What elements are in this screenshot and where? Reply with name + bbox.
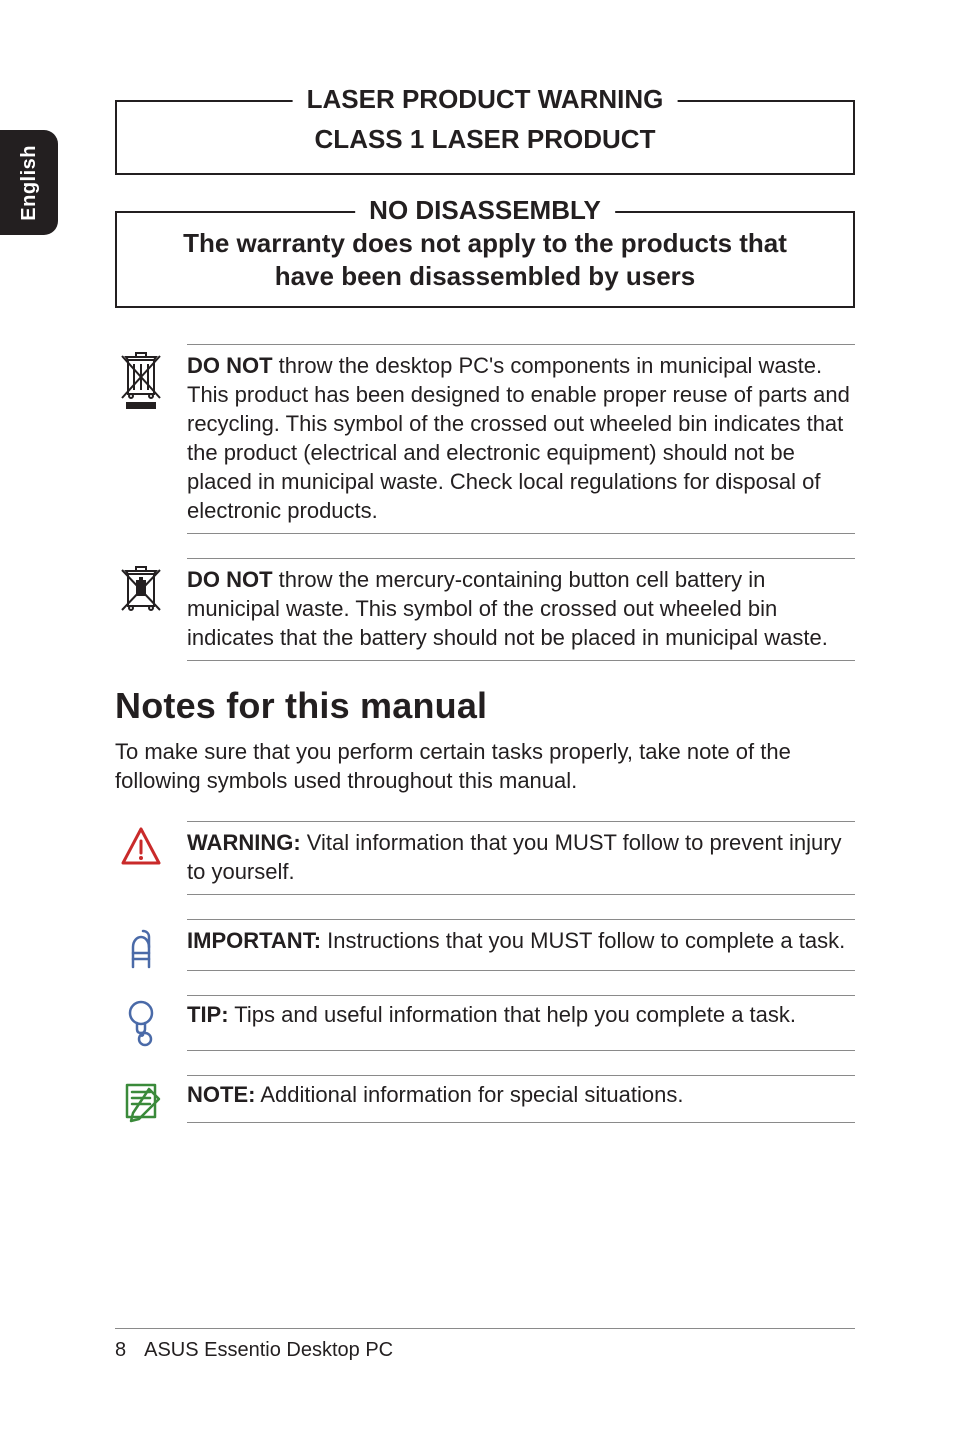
callout-warning-text: WARNING: Vital information that you MUST… bbox=[187, 821, 855, 895]
weee-note-1-text: DO NOT throw the desktop PC's components… bbox=[187, 344, 855, 534]
no-disassembly-legend: NO DISASSEMBLY bbox=[355, 195, 615, 226]
warning-bold: WARNING: bbox=[187, 830, 301, 855]
callout-tip-text: TIP: Tips and useful information that he… bbox=[187, 995, 855, 1051]
page-content: LASER PRODUCT WARNING CLASS 1 LASER PROD… bbox=[115, 100, 855, 1147]
callout-note: NOTE: Additional information for special… bbox=[115, 1075, 855, 1123]
weee1-rest: throw the desktop PC's components in mun… bbox=[187, 353, 850, 523]
laser-warning-legend: LASER PRODUCT WARNING bbox=[293, 84, 678, 115]
page-footer: 8 ASUS Essentio Desktop PC bbox=[115, 1328, 855, 1362]
section-heading: Notes for this manual bbox=[115, 685, 855, 727]
callout-important-text: IMPORTANT: Instructions that you MUST fo… bbox=[187, 919, 855, 971]
language-side-tab-label: English bbox=[18, 145, 41, 221]
laser-class-title: CLASS 1 LASER PRODUCT bbox=[129, 124, 841, 155]
important-icon bbox=[115, 919, 167, 971]
tip-bold: TIP: bbox=[187, 1002, 229, 1027]
no-disassembly-line1: The warranty does not apply to the produ… bbox=[129, 227, 841, 260]
important-bold: IMPORTANT: bbox=[187, 928, 321, 953]
weee-bin-battery-icon bbox=[115, 558, 167, 661]
laser-warning-box: LASER PRODUCT WARNING CLASS 1 LASER PROD… bbox=[115, 100, 855, 175]
section-lead: To make sure that you perform certain ta… bbox=[115, 737, 855, 795]
weee-note-2: DO NOT throw the mercury-containing butt… bbox=[115, 558, 855, 661]
note-rest: Additional information for special situa… bbox=[255, 1082, 683, 1107]
weee-note-1: DO NOT throw the desktop PC's components… bbox=[115, 344, 855, 534]
weee2-bold: DO NOT bbox=[187, 567, 273, 592]
weee1-bold: DO NOT bbox=[187, 353, 273, 378]
no-disassembly-box: NO DISASSEMBLY The warranty does not app… bbox=[115, 211, 855, 308]
callout-important: IMPORTANT: Instructions that you MUST fo… bbox=[115, 919, 855, 971]
weee-note-2-text: DO NOT throw the mercury-containing butt… bbox=[187, 558, 855, 661]
note-bold: NOTE: bbox=[187, 1082, 255, 1107]
no-disassembly-line2: have been disassembled by users bbox=[129, 260, 841, 293]
footer-title: ASUS Essentio Desktop PC bbox=[144, 1339, 393, 1362]
callout-tip: TIP: Tips and useful information that he… bbox=[115, 995, 855, 1051]
weee-bin-icon bbox=[115, 344, 167, 534]
language-side-tab: English bbox=[0, 130, 58, 235]
tip-rest: Tips and useful information that help yo… bbox=[229, 1002, 796, 1027]
warning-icon bbox=[115, 821, 167, 895]
weee2-rest: throw the mercury-containing button cell… bbox=[187, 567, 828, 650]
note-icon bbox=[115, 1075, 167, 1123]
page-number: 8 bbox=[115, 1339, 126, 1362]
callout-warning: WARNING: Vital information that you MUST… bbox=[115, 821, 855, 895]
important-rest: Instructions that you MUST follow to com… bbox=[321, 928, 845, 953]
tip-icon bbox=[115, 995, 167, 1051]
callout-note-text: NOTE: Additional information for special… bbox=[187, 1075, 855, 1123]
